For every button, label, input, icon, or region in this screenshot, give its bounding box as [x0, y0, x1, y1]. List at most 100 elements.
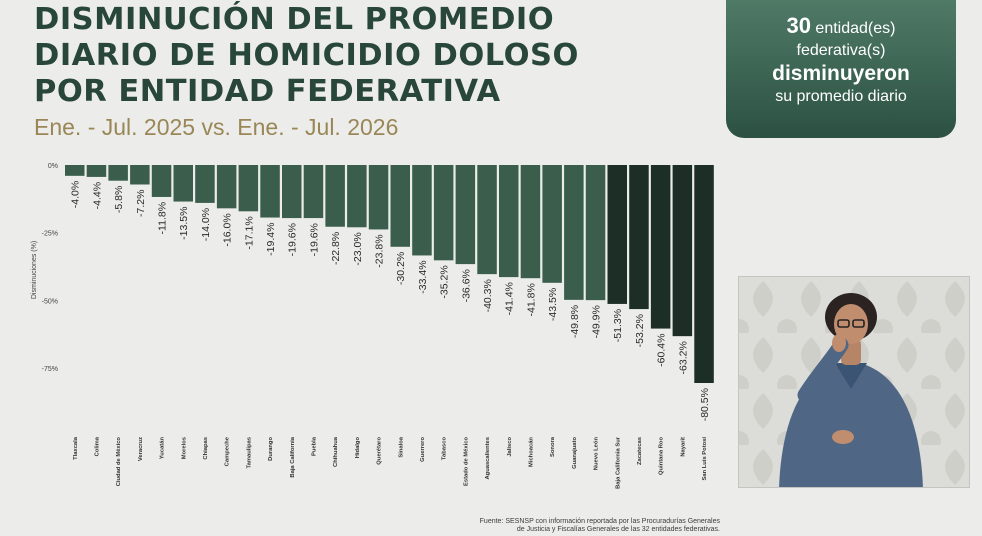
x-tick-label: Durango	[268, 437, 274, 461]
x-tick-label: Nuevo León	[594, 437, 600, 471]
x-tick-label: Baja California Sur	[615, 436, 621, 489]
x-tick-label: Yucatán	[160, 437, 166, 460]
data-label: -40.3%	[482, 279, 494, 312]
bar	[629, 165, 649, 310]
y-tick-label: -25%	[42, 231, 58, 238]
bar	[282, 165, 302, 219]
title-line-1: DISMINUCIÓN DEL PROMEDIO	[34, 2, 555, 37]
x-tick-label: Sinaloa	[398, 436, 404, 457]
data-label: -13.5%	[178, 207, 190, 240]
x-tick-label: Morelos	[181, 437, 187, 459]
data-label: -4.4%	[91, 182, 103, 209]
bar	[477, 165, 497, 275]
bar	[368, 165, 389, 230]
bar	[65, 165, 85, 176]
y-tick-label: -50%	[42, 298, 58, 305]
bar	[260, 165, 280, 218]
bar	[130, 165, 150, 185]
data-label: -80.5%	[699, 388, 711, 421]
data-label: -30.2%	[395, 252, 407, 285]
y-axis-ticks: 0% -25% -50% -75%	[42, 163, 58, 373]
data-label: -41.4%	[504, 282, 516, 315]
data-label: -43.5%	[547, 288, 559, 321]
x-tick-label: Guanajuato	[572, 437, 578, 469]
sign-language-interpreter-video	[738, 276, 970, 488]
data-labels: -4.0% -4.4% -5.8% -7.2% -11.8% -13.5% -14.0% -1…	[70, 181, 711, 421]
data-label: -49.9%	[591, 305, 603, 338]
x-tick-label: Tamaulipas	[246, 437, 252, 468]
title-line-2: DIARIO DE HOMICIDIO DOLOSO	[34, 38, 579, 73]
data-label: -4.0%	[70, 181, 82, 208]
data-label: -51.3%	[612, 309, 624, 342]
bar	[216, 165, 237, 209]
x-tick-label: Estado de México	[463, 437, 469, 486]
source-line-2: de Justicia y Fiscalías Generales de las…	[516, 526, 720, 533]
x-tick-label: Puebla	[311, 436, 317, 456]
bar	[650, 165, 671, 329]
x-tick-label: Sonora	[550, 436, 556, 457]
data-label: -49.8%	[569, 305, 581, 338]
data-label: -7.2%	[135, 189, 147, 216]
bar	[412, 165, 432, 256]
bar	[433, 165, 454, 261]
bar	[347, 165, 367, 228]
data-label: -36.6%	[460, 269, 472, 302]
data-label: -14.0%	[200, 208, 212, 241]
summary-card: 30 entidad(es) federativa(s) disminuyero…	[726, 0, 956, 138]
x-tick-label: Ciudad de México	[116, 437, 122, 487]
summary-line-1: 30 entidad(es)	[726, 14, 956, 41]
bar	[303, 165, 324, 219]
bar	[325, 165, 345, 227]
data-label: -16.0%	[222, 213, 234, 246]
x-tick-label: Michoacán	[528, 437, 534, 467]
data-label: -63.2%	[677, 341, 689, 374]
bars	[65, 165, 714, 383]
bar	[151, 165, 172, 197]
data-label: -60.4%	[656, 334, 668, 367]
bar-chart: Disminuciones (%) 0%-25%-50%-75% -4.0% -4…	[31, 163, 714, 489]
bar	[238, 165, 259, 212]
bar	[564, 165, 584, 300]
data-label: -35.2%	[439, 265, 451, 298]
bar	[607, 165, 627, 304]
x-tick-label: Tabasco	[442, 437, 448, 461]
bar	[86, 165, 107, 177]
data-label: -53.2%	[634, 314, 646, 347]
data-label: -33.4%	[417, 260, 429, 293]
interpreter-icon	[739, 277, 969, 487]
bar	[499, 165, 519, 278]
y-tick-label: -75%	[42, 366, 58, 373]
data-label: -22.8%	[330, 232, 342, 265]
bar	[173, 165, 193, 202]
bar	[520, 165, 541, 279]
x-tick-label: Quintana Roo	[659, 437, 665, 475]
y-tick-label: 0%	[48, 163, 58, 170]
summary-count-label: entidad(es)	[810, 20, 896, 37]
data-label: -11.8%	[157, 202, 169, 235]
data-label: -5.8%	[113, 186, 125, 213]
title-line-3: POR ENTIDAD FEDERATIVA	[34, 74, 501, 109]
x-tick-label: San Luis Potosí	[702, 437, 708, 481]
data-label: -23.8%	[374, 234, 386, 267]
data-label: -17.1%	[243, 216, 255, 249]
summary-line-2: federativa(s)	[796, 42, 886, 59]
x-tick-label: Querétaro	[377, 437, 383, 465]
bar	[694, 165, 714, 383]
bar	[195, 165, 215, 203]
x-tick-label: Zacatecas	[637, 437, 643, 465]
data-label: -19.6%	[287, 223, 299, 256]
bar	[585, 165, 606, 301]
x-tick-label: Veracruz	[138, 437, 144, 461]
x-tick-label: Baja California	[290, 436, 296, 477]
x-tick-label: Colima	[94, 436, 100, 456]
data-label: -19.6%	[308, 223, 320, 256]
period-subtitle: Ene. - Jul. 2025 vs. Ene. - Jul. 2026	[34, 114, 399, 140]
y-axis-label: Disminuciones (%)	[31, 241, 38, 299]
data-label: -41.8%	[525, 283, 537, 316]
summary-count: 30	[786, 13, 811, 38]
x-tick-label: Jalisco	[507, 437, 513, 457]
x-tick-label: Hidalgo	[355, 437, 361, 459]
bar	[672, 165, 693, 337]
bar	[455, 165, 476, 265]
data-label: -23.0%	[352, 232, 364, 265]
